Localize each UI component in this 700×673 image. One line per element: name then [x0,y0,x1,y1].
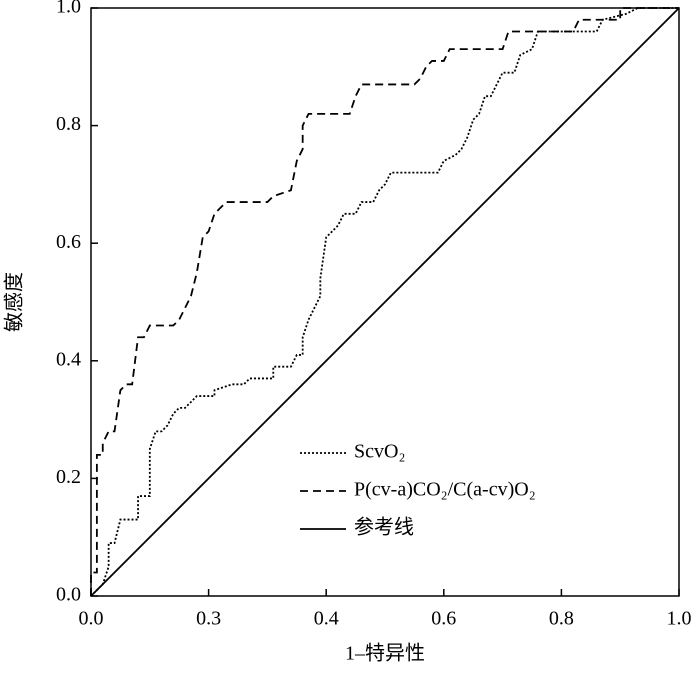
x-tick-label: 1.0 [667,608,692,630]
x-tick-label: 0.4 [314,608,339,630]
x-tick-label: 0.3 [196,608,221,630]
y-tick-label: 1.0 [56,0,81,18]
legend-label: P(cv-a)CO₂/C(a-cv)O₂ [354,479,536,501]
y-tick-label: 0.0 [56,584,81,606]
x-axis-label: 1–特异性 [345,642,425,665]
plot-frame [90,7,680,597]
legend-label: ScvO₂ [354,441,405,463]
y-tick-label: 0.8 [56,113,81,135]
roc-line [90,7,679,596]
roc-line [90,7,679,597]
y-tick-label: 0.4 [56,348,81,370]
roc-line [90,7,680,597]
legend-label: 参考线 [354,516,414,539]
x-tick-label: 0.0 [79,608,104,630]
y-tick-label: 0.6 [56,231,81,253]
x-tick-label: 0.6 [431,608,456,630]
y-axis-label: 敏感度 [3,272,26,332]
x-tick-label: 0.8 [549,608,574,630]
y-tick-label: 0.2 [56,466,81,488]
